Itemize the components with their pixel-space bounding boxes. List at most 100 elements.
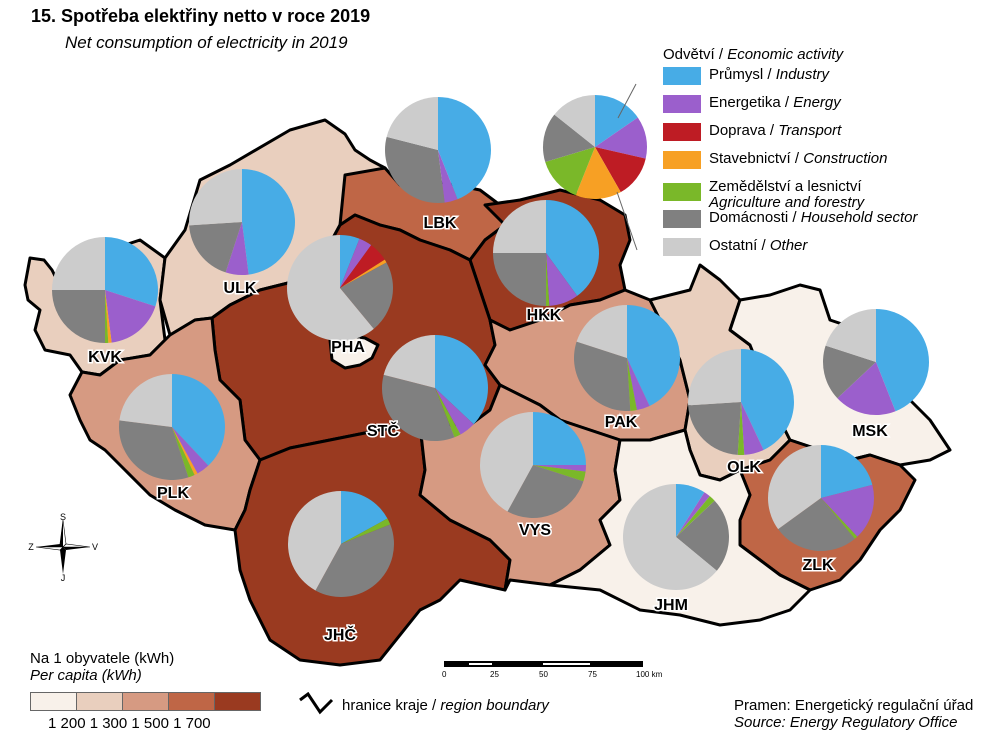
compass-east: V [92,542,98,552]
boundary-line-icon [299,692,334,715]
per-capita-class-1 [31,693,77,710]
pie-VYS-slice-other [479,412,533,512]
pie-HKK-slice-agriculture-and-forestry [546,253,550,306]
pie-OLK-slice-industry [741,349,794,450]
pie-ZLK-slice-energy [821,484,874,537]
pie-KVK-slice-energy [105,290,156,343]
pie-PHA-slice-industry [340,235,360,288]
pie-JHM-slice-other [622,484,717,590]
pie-KVK-slice-construction [105,290,112,343]
region-label: PLK [157,485,189,502]
region-label: PAK [605,414,638,431]
legend-pie-slice-agriculture-and-forestry [545,147,595,196]
pie-PAK-slice-industry [627,305,680,406]
compass-north: S [60,512,66,522]
per-capita-class-2 [77,693,123,710]
pie-HKK [493,200,599,306]
legend-leader-line [617,83,637,119]
pie-JHM-slice-household-sector [676,500,729,571]
per-capita-class-bar [30,692,261,711]
pie-PHA [287,235,393,341]
legend-pie-slice-construction [575,147,621,199]
compass-rose: S J Z V [28,512,98,587]
legend-item: Zemědělství a lesnictví Agriculture and f… [663,179,917,211]
legend-heading: Odvětví / Economic activity [663,46,844,63]
per-capita-class-5 [215,693,260,710]
pie-JHČ [287,491,395,598]
pie-JHČ-slice-household-sector [315,524,395,598]
per-capita-legend: Na 1 obyvatele (kWh) Per capita (kWh) 1 … [30,650,261,732]
per-capita-breaks: 1 200 1 300 1 500 1 700 [48,715,211,732]
pie-STČ-slice-household-sector [382,374,455,441]
pie-PAK-slice-household-sector [574,341,631,411]
pie-OLK [688,349,794,455]
pie-ULK-slice-energy [225,222,249,276]
per-capita-label-cz: Na 1 obyvatele (kWh) [30,650,175,667]
pie-PLK-slice-agriculture-and-forestry [172,427,195,478]
pie-JHM [622,484,729,590]
pie-PHA-slice-construction [340,259,387,288]
pie-ULK [188,169,296,276]
legend-item: Stavebnictví / Construction [663,151,917,179]
pie-HKK-slice-industry [546,200,599,296]
pie-MSK-slice-industry [876,309,930,412]
pie-PAK-slice-agriculture-and-forestry [627,358,637,411]
pie-STČ [382,335,488,441]
legend-leader-line [616,191,638,251]
region-label: HKK [527,307,562,324]
pie-KVK-slice-agriculture-and-forestry [105,290,109,343]
pie-PHA-slice-household-sector [340,262,393,329]
pie-KVK [52,237,158,343]
region-label: JHČ [324,625,356,644]
pie-LBK-slice-household-sector [385,136,445,204]
legend-swatch [663,67,701,85]
pie-JHČ-slice-industry [341,491,388,544]
region-label: VYS [519,522,551,539]
pie-STČ-slice-energy [435,388,474,435]
pie-STČ-slice-industry [435,335,488,425]
pie-PHA-slice-transport [340,245,385,288]
pie-PAK-slice-energy [627,358,650,411]
legend-pie-slice-industry [595,95,638,147]
region-label: ZLK [802,557,834,574]
legend-pie-slice-household-sector [543,114,595,163]
per-capita-class-4 [169,693,215,710]
pie-ZLK-slice-agriculture-and-forestry [821,498,858,539]
pie-KVK-slice-industry [105,237,158,307]
pie-LBK-slice-industry [438,97,492,200]
scale-bar [444,657,644,675]
pie-STČ-slice-agriculture-and-forestry [435,388,461,438]
pie-ULK-slice-industry [242,169,296,275]
pie-PLK-slice-household-sector [118,420,189,480]
scale-tick: 50 [539,670,548,679]
pie-MSK-slice-energy [837,362,896,416]
boundary-legend: hranice kraje / region boundary [296,692,549,718]
scale-tick: 100 km [636,670,663,679]
pie-HKK-slice-energy [546,253,578,306]
pie-HKK-slice-other [493,200,546,253]
legend-swatch [663,238,701,256]
pie-ZLK [767,444,874,551]
pie-ULK-slice-other [188,169,242,226]
source-note: Pramen: Energetický regulační úřad Sourc… [734,697,974,731]
map-subtitle: Net consumption of electricity in 2019 [65,33,348,52]
legend-swatch [663,95,701,113]
pie-JHM-slice-industry [676,484,705,537]
legend-example-pie [543,95,647,199]
legend-pie-slice-energy [595,117,647,159]
legend-item: Domácnosti / Household sector [663,210,917,238]
legend-pie-slice-transport [595,147,646,193]
pie-JHM-slice-energy [676,492,710,537]
pie-ZLK-slice-household-sector [778,498,855,551]
region-label: STČ [367,421,399,440]
pie-PHA-slice-other [287,235,374,341]
pie-ZLK-slice-other [767,444,821,530]
per-capita-class-3 [123,693,169,710]
pie-MSK-slice-other [825,308,876,362]
pie-PLK-slice-other [119,374,172,427]
scale-tick: 75 [588,670,597,679]
scale-tick: 0 [442,670,447,679]
pie-PHA-slice-energy [340,238,372,288]
pie-OLK-slice-energy [741,402,764,455]
pie-KVK-slice-other [52,237,105,290]
